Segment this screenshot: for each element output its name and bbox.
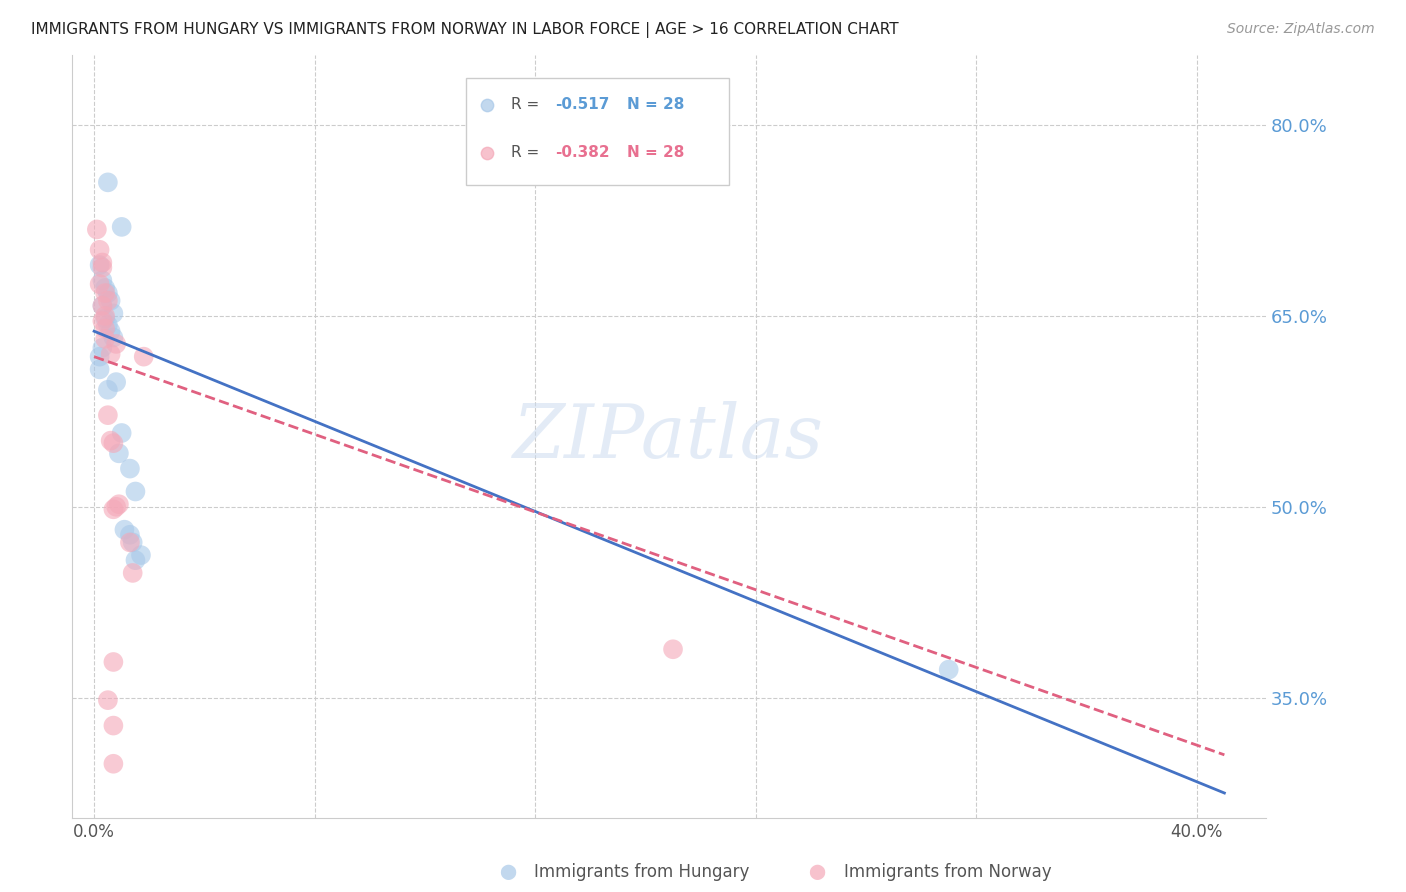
Point xyxy=(100,324,122,338)
Point xyxy=(103,436,125,450)
Point xyxy=(118,528,141,542)
Point xyxy=(103,306,125,320)
Point xyxy=(91,299,114,313)
Text: Immigrants from Norway: Immigrants from Norway xyxy=(844,863,1052,881)
Point xyxy=(111,219,134,234)
Point xyxy=(97,175,120,189)
Point xyxy=(97,293,120,308)
Point xyxy=(129,548,152,562)
Point xyxy=(97,318,120,332)
Point xyxy=(124,484,146,499)
Point xyxy=(94,309,117,323)
Point xyxy=(108,497,131,511)
Text: IMMIGRANTS FROM HUNGARY VS IMMIGRANTS FROM NORWAY IN LABOR FORCE | AGE > 16 CORR: IMMIGRANTS FROM HUNGARY VS IMMIGRANTS FR… xyxy=(31,22,898,38)
Point xyxy=(91,299,114,313)
Text: N = 28: N = 28 xyxy=(627,145,685,161)
Point xyxy=(94,332,117,346)
Point xyxy=(124,553,146,567)
Text: R =: R = xyxy=(512,145,544,161)
Point xyxy=(103,718,125,732)
Point xyxy=(1042,27,1064,41)
Point xyxy=(105,500,128,514)
Point xyxy=(91,255,114,269)
Point xyxy=(94,281,117,295)
Point xyxy=(103,502,125,516)
Point xyxy=(108,446,131,460)
Point xyxy=(91,273,114,287)
Point xyxy=(100,347,122,361)
Text: ⬤: ⬤ xyxy=(499,864,516,880)
Text: N = 28: N = 28 xyxy=(627,97,685,112)
Point xyxy=(91,260,114,275)
Point xyxy=(94,286,117,301)
Point xyxy=(94,311,117,326)
Point xyxy=(97,286,120,301)
Point xyxy=(121,566,143,580)
Text: -0.382: -0.382 xyxy=(555,145,610,161)
Point xyxy=(89,258,111,272)
Text: -0.517: -0.517 xyxy=(555,97,610,112)
Point xyxy=(118,461,141,475)
Point xyxy=(103,655,125,669)
Point xyxy=(86,222,108,236)
Point xyxy=(938,663,960,677)
Point xyxy=(118,535,141,549)
Text: ⬤: ⬤ xyxy=(808,864,825,880)
Point xyxy=(97,408,120,422)
Point xyxy=(94,321,117,335)
Point xyxy=(105,337,128,351)
Point xyxy=(132,350,155,364)
Point xyxy=(89,350,111,364)
Point xyxy=(100,434,122,448)
Point xyxy=(662,642,685,657)
Point xyxy=(97,693,120,707)
Text: Immigrants from Hungary: Immigrants from Hungary xyxy=(534,863,749,881)
Point xyxy=(91,314,114,328)
Text: R =: R = xyxy=(512,97,544,112)
Point xyxy=(105,375,128,389)
Point xyxy=(91,341,114,355)
Text: Source: ZipAtlas.com: Source: ZipAtlas.com xyxy=(1227,22,1375,37)
Point xyxy=(103,330,125,344)
Point xyxy=(97,383,120,397)
Point xyxy=(112,523,135,537)
Point xyxy=(89,277,111,292)
Point xyxy=(121,535,143,549)
Point xyxy=(89,243,111,257)
Text: ZIPatlas: ZIPatlas xyxy=(513,401,824,473)
Point xyxy=(111,425,134,440)
Point xyxy=(89,362,111,376)
Point xyxy=(103,756,125,771)
FancyBboxPatch shape xyxy=(465,78,728,185)
Point xyxy=(100,293,122,308)
